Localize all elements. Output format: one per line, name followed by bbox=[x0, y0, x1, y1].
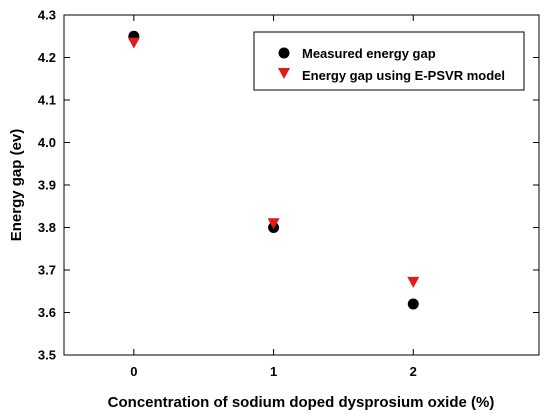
y-tick-label: 3.5 bbox=[38, 348, 56, 363]
y-axis-title: Energy gap (ev) bbox=[8, 129, 25, 242]
data-point-model bbox=[407, 276, 420, 288]
x-tick-label: 0 bbox=[130, 364, 137, 379]
legend-marker-measured bbox=[278, 47, 290, 59]
y-tick-label: 4.3 bbox=[38, 8, 56, 23]
y-axis: 3.5 3.6 3.7 3.8 3.9 4.0 4.1 4.2 4.3 bbox=[38, 8, 539, 363]
x-axis: 0 1 2 bbox=[130, 15, 417, 379]
y-tick-label: 4.1 bbox=[38, 93, 56, 108]
y-tick-label: 3.9 bbox=[38, 178, 56, 193]
x-tick-label: 2 bbox=[410, 364, 417, 379]
y-tick-label: 3.6 bbox=[38, 305, 56, 320]
legend-marker-model bbox=[278, 68, 290, 79]
y-tick-label: 4.0 bbox=[38, 135, 56, 150]
y-tick-label: 4.2 bbox=[38, 50, 56, 65]
x-tick-label: 1 bbox=[270, 364, 277, 379]
y-tick-label: 3.8 bbox=[38, 220, 56, 235]
y-tick-label: 3.7 bbox=[38, 263, 56, 278]
legend-label-measured: Measured energy gap bbox=[302, 46, 436, 61]
data-point-model bbox=[127, 37, 140, 49]
legend-box bbox=[253, 31, 525, 91]
x-axis-title: Concentration of sodium doped dysprosium… bbox=[108, 394, 495, 411]
legend: Measured energy gap Energy gap using E-P… bbox=[253, 31, 525, 91]
data-point-model bbox=[267, 218, 280, 230]
legend-label-model: Energy gap using E-PSVR model bbox=[302, 68, 505, 83]
data-markers bbox=[127, 30, 420, 310]
data-point-measured bbox=[407, 298, 419, 310]
